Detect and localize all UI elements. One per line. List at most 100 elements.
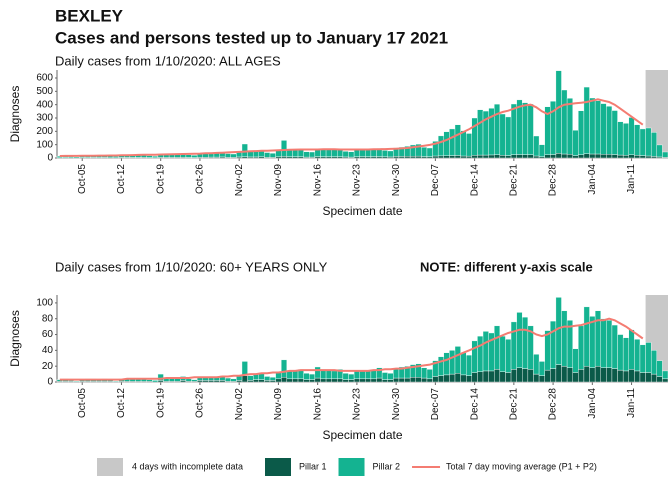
bar (309, 151, 316, 158)
bar (314, 156, 321, 159)
bar (572, 155, 579, 159)
bar (460, 374, 467, 383)
x-tick-label: Jan-11 (626, 164, 637, 194)
bar (398, 156, 405, 159)
bar (494, 103, 501, 155)
bar (645, 342, 652, 373)
bar (510, 321, 517, 370)
bar (622, 370, 629, 383)
bar (359, 156, 366, 159)
bar (314, 366, 321, 379)
bar (258, 379, 265, 383)
bar (264, 376, 271, 381)
bar (505, 372, 512, 383)
moving-average-line (59, 98, 644, 157)
bar (533, 135, 540, 157)
bar (566, 98, 573, 155)
bar (527, 325, 534, 370)
x-tick-label: Jan-11 (626, 388, 637, 418)
bar (314, 377, 321, 383)
bar (112, 156, 119, 158)
bar (224, 153, 231, 158)
bar (533, 354, 540, 375)
x-tick-label: Nov-30 (391, 388, 402, 421)
bar (247, 380, 254, 383)
bar (387, 373, 394, 380)
bar (353, 156, 360, 159)
bar (331, 370, 338, 380)
x-tick-label: Oct-12 (116, 164, 127, 194)
bar (522, 102, 529, 155)
bar (281, 140, 288, 157)
bar (393, 156, 400, 159)
bar (555, 153, 562, 159)
bar (292, 156, 299, 159)
bar (589, 367, 596, 383)
x-tick-label: Nov-02 (234, 388, 245, 421)
bar (454, 155, 461, 159)
bar (656, 144, 663, 158)
x-tick-label: Nov-23 (352, 388, 363, 421)
x-tick-label: Nov-16 (312, 388, 323, 421)
bar (600, 318, 607, 368)
bar (499, 155, 506, 159)
bar (241, 375, 248, 383)
bar (566, 154, 573, 159)
bar (213, 380, 220, 383)
bar (393, 377, 400, 383)
bar (527, 369, 534, 383)
bar (376, 156, 383, 159)
bar (510, 103, 517, 155)
bar (572, 372, 579, 383)
bar (146, 155, 153, 158)
bar (611, 154, 618, 159)
bar (516, 154, 523, 159)
bar (443, 374, 450, 383)
bar (466, 155, 473, 159)
bar (561, 365, 568, 383)
bar (656, 360, 663, 377)
bar (561, 153, 568, 159)
bar (561, 89, 568, 155)
bar (342, 379, 349, 383)
x-tick-label: Oct-19 (155, 388, 166, 418)
x-tick-label: Dec-28 (548, 164, 559, 197)
bar (219, 380, 226, 383)
bar (583, 306, 590, 367)
x-tick-label: Dec-21 (508, 388, 519, 421)
bar (499, 113, 506, 156)
bar (252, 151, 259, 158)
bar (533, 373, 540, 383)
x-tick-label: Nov-02 (234, 164, 245, 197)
bar (443, 155, 450, 159)
bar (645, 127, 652, 157)
y-axis-label: Diagnoses (8, 86, 22, 143)
x-tick-label: Oct-26 (195, 164, 206, 194)
bar (241, 361, 248, 376)
bar (409, 156, 416, 159)
bar (555, 297, 562, 365)
bar (578, 154, 585, 159)
bar (594, 310, 601, 367)
bar (376, 377, 383, 383)
y-tick-label: 60 (42, 329, 54, 340)
bar (454, 124, 461, 156)
bar (628, 117, 635, 155)
bar (550, 320, 557, 369)
bar (437, 356, 444, 376)
bar (415, 155, 422, 159)
y-tick-label: 500 (36, 86, 53, 97)
bar (303, 379, 310, 383)
bar (522, 316, 529, 369)
bar (471, 372, 478, 383)
bar (583, 153, 590, 159)
bar (404, 377, 411, 383)
bar (538, 361, 545, 376)
legend-swatch (338, 458, 365, 476)
bar (600, 154, 607, 159)
bar (404, 156, 411, 159)
bar (477, 109, 484, 156)
bar (426, 147, 433, 157)
x-tick-label: Dec-21 (508, 164, 519, 197)
bar (370, 156, 377, 159)
